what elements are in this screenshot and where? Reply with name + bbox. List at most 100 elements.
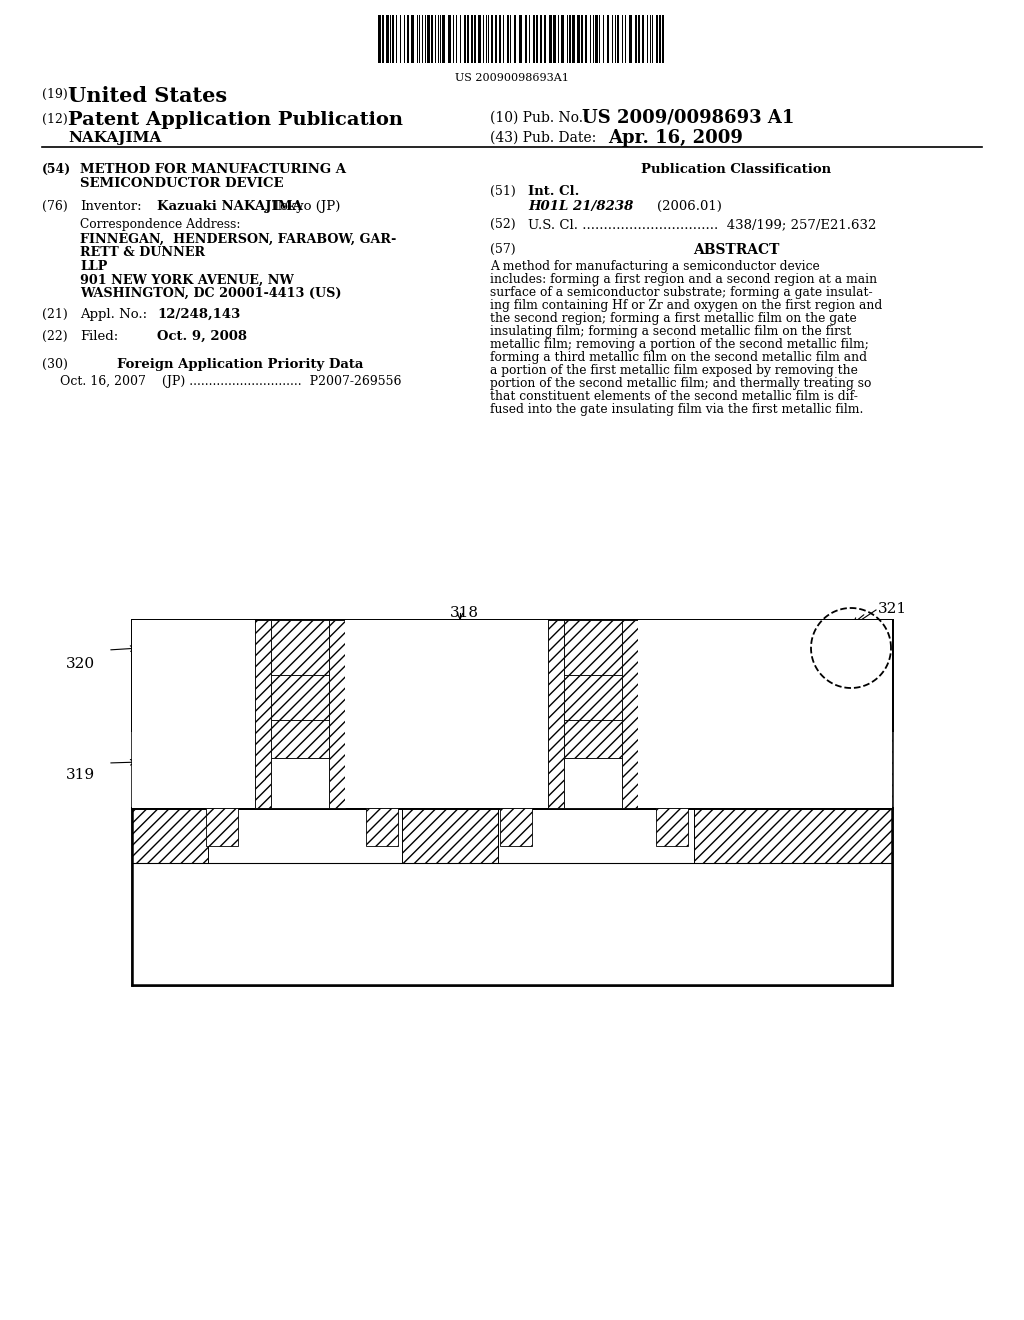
Bar (635, 15, 637, 63)
Bar (132, 730, 892, 808)
Bar (132, 730, 255, 808)
Text: METHOD FOR MANUFACTURING A: METHOD FOR MANUFACTURING A (80, 162, 346, 176)
Bar (569, 15, 571, 63)
Bar (271, 719, 329, 758)
Text: (19): (19) (42, 88, 72, 102)
Bar (490, 15, 493, 63)
Text: ABSTRACT: ABSTRACT (693, 243, 779, 257)
Bar (411, 15, 414, 63)
Text: Apr. 16, 2009: Apr. 16, 2009 (608, 129, 742, 147)
Text: 12/248,143: 12/248,143 (157, 308, 241, 321)
Bar (514, 15, 516, 63)
Bar (442, 15, 445, 63)
Bar (694, 808, 892, 863)
Text: SEMICONDUCTOR DEVICE: SEMICONDUCTOR DEVICE (80, 177, 284, 190)
Text: (12): (12) (42, 114, 72, 125)
Bar (536, 15, 538, 63)
Bar (271, 620, 329, 675)
Text: U.S. Cl. ................................  438/199; 257/E21.632: U.S. Cl. ...............................… (528, 218, 877, 231)
Bar (427, 15, 430, 63)
Text: 320: 320 (66, 657, 95, 671)
Text: Correspondence Address:: Correspondence Address: (80, 218, 241, 231)
Bar (549, 15, 552, 63)
Text: (10) Pub. No.:: (10) Pub. No.: (490, 111, 592, 125)
Bar (132, 808, 892, 985)
Text: (2006.01): (2006.01) (640, 201, 722, 213)
Text: (22): (22) (42, 330, 68, 343)
Bar (495, 15, 497, 63)
Text: Publication Classification: Publication Classification (641, 162, 831, 176)
Bar (642, 15, 644, 63)
Text: 319: 319 (66, 768, 95, 781)
Text: (51): (51) (490, 185, 516, 198)
Text: US 2009/0098693 A1: US 2009/0098693 A1 (582, 110, 795, 127)
Bar (572, 15, 575, 63)
Bar (607, 15, 609, 63)
Bar (617, 15, 618, 63)
Bar (132, 620, 892, 985)
Bar (271, 758, 329, 808)
Bar (345, 730, 548, 808)
Text: ing film containing Hf or Zr and oxygen on the first region and: ing film containing Hf or Zr and oxygen … (490, 300, 883, 312)
Bar (132, 620, 892, 730)
Text: NAKAJIMA: NAKAJIMA (68, 131, 162, 145)
Bar (540, 15, 542, 63)
Text: (54): (54) (42, 162, 72, 176)
Text: , Tokyo (JP): , Tokyo (JP) (264, 201, 340, 213)
Bar (519, 15, 522, 63)
Text: (57): (57) (490, 243, 516, 256)
Bar (464, 15, 466, 63)
Text: WASHINGTON, DC 20001-4413 (US): WASHINGTON, DC 20001-4413 (US) (80, 286, 341, 300)
Bar (525, 15, 527, 63)
Bar (449, 15, 451, 63)
Bar (499, 15, 501, 63)
Bar (629, 15, 632, 63)
Text: fused into the gate insulating film via the first metallic film.: fused into the gate insulating film via … (490, 403, 863, 416)
Bar (577, 15, 580, 63)
Bar (564, 675, 622, 719)
Text: portion of the second metallic film; and thermally treating so: portion of the second metallic film; and… (490, 378, 871, 389)
Bar (622, 620, 638, 808)
Text: Foreign Application Priority Data: Foreign Application Priority Data (117, 358, 364, 371)
Bar (548, 620, 564, 808)
Text: includes: forming a first region and a second region at a main: includes: forming a first region and a s… (490, 273, 878, 286)
Bar (561, 15, 564, 63)
Bar (659, 15, 662, 63)
Bar (656, 808, 688, 846)
Bar (662, 15, 664, 63)
Text: US 20090098693A1: US 20090098693A1 (455, 73, 569, 83)
Bar (656, 15, 658, 63)
Bar (345, 620, 548, 730)
Bar (402, 808, 498, 863)
Bar (378, 15, 381, 63)
Bar (478, 15, 481, 63)
Bar (638, 620, 892, 730)
Bar (595, 15, 598, 63)
Text: Kazuaki NAKAJIMA: Kazuaki NAKAJIMA (157, 201, 303, 213)
Text: metallic film; removing a portion of the second metallic film;: metallic film; removing a portion of the… (490, 338, 869, 351)
Text: 321: 321 (878, 602, 907, 616)
Bar (206, 808, 238, 846)
Bar (382, 15, 384, 63)
Text: 318: 318 (450, 606, 479, 620)
Text: insulating film; forming a second metallic film on the first: insulating film; forming a second metall… (490, 325, 851, 338)
Bar (471, 15, 473, 63)
Text: Oct. 9, 2008: Oct. 9, 2008 (157, 330, 247, 343)
Bar (585, 15, 587, 63)
Bar (407, 15, 409, 63)
Bar (581, 15, 583, 63)
Bar (329, 620, 345, 808)
Text: (21): (21) (42, 308, 68, 321)
Text: LLP: LLP (80, 260, 108, 273)
Bar (507, 15, 509, 63)
Text: the second region; forming a first metallic film on the gate: the second region; forming a first metal… (490, 312, 857, 325)
Text: forming a third metallic film on the second metallic film and: forming a third metallic film on the sec… (490, 351, 867, 364)
Text: Appl. No.:: Appl. No.: (80, 308, 147, 321)
Bar (500, 808, 532, 846)
Text: United States: United States (68, 86, 227, 106)
Text: Filed:: Filed: (80, 330, 118, 343)
Text: (52): (52) (490, 218, 516, 231)
Text: a portion of the first metallic film exposed by removing the: a portion of the first metallic film exp… (490, 364, 858, 378)
Bar (564, 620, 622, 675)
Bar (553, 15, 556, 63)
